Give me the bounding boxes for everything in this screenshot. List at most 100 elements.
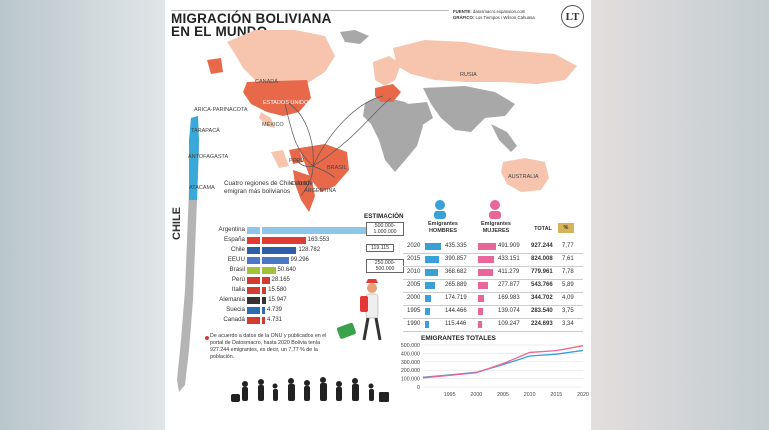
bar-row: Italia 15.580 [205, 285, 405, 295]
logo: LT [561, 5, 584, 28]
x-tick-label: 1995 [444, 392, 456, 398]
line-chart: 500.000 400.000 300.000 200.000 100.000 0 1995… [401, 343, 589, 398]
men-value: 265.889 [445, 282, 467, 288]
y-tick-label: 300.000 [401, 360, 420, 366]
chile-regions-highlight [189, 116, 199, 200]
bar-category-label: EEUU [227, 256, 245, 263]
background-right [591, 0, 769, 430]
row-separator [403, 330, 583, 332]
flag-icon [247, 256, 260, 264]
bar [262, 256, 289, 264]
bar [262, 306, 265, 314]
women-bar [478, 320, 482, 328]
table-row: 2010 368.682 411.279 779.961 7,78 [403, 266, 583, 278]
women-value: 433.151 [498, 256, 520, 262]
map-label-rusia: RUSIA [460, 72, 477, 78]
flag-icon [247, 296, 260, 304]
total-value: 344.702 [531, 295, 553, 301]
flag-icon [247, 266, 260, 274]
graphic-value: Los Tiempos / Wilson Cahuasa [475, 15, 535, 20]
pct-value: 5,89 [562, 282, 574, 288]
bar-value-label: 15.947 [268, 297, 287, 303]
bar-value-label: 28.165 [271, 277, 290, 283]
estimation-range-1: 500.000-1.000.000 [366, 222, 404, 236]
women-bar [478, 307, 483, 315]
y-tick-label: 500.000 [401, 343, 420, 349]
estimation-title: ESTIMACIÓN [364, 213, 404, 220]
chile-region-atacama: ATACAMA [189, 185, 215, 191]
bar-value-label: 4.739 [267, 307, 283, 313]
y-tick-label: 400.000 [401, 351, 420, 357]
row-year: 2005 [407, 282, 421, 288]
women-bar [478, 281, 488, 289]
estimation-range-2: 119.115 [366, 244, 394, 252]
bar-row: EEUU 99.296 [205, 255, 405, 265]
title-line-2: EN EL MUNDO [171, 24, 268, 39]
men-value: 368.682 [445, 269, 467, 275]
graphic-label: GRÁFICO: [453, 15, 475, 20]
row-separator [403, 304, 583, 306]
men-bar [425, 268, 439, 276]
table-row: 2015 390.857 433.151 824.008 7,61 [403, 253, 583, 265]
line-chart-title: EMIGRANTES TOTALES [421, 335, 496, 342]
bar [262, 266, 276, 274]
men-value: 435.335 [445, 243, 467, 249]
total-value: 283.540 [531, 308, 553, 314]
map-label-chile: CHILE [291, 181, 308, 187]
chile-region-antofagasta: ANTOFAGASTA [188, 154, 229, 160]
bar [262, 296, 267, 304]
chile-region-tarapaca: TARAPACÁ [191, 128, 220, 134]
men-bar [425, 281, 435, 289]
source-label: FUENTE: [453, 9, 472, 14]
title-rule [171, 10, 449, 11]
women-value: 169.983 [498, 295, 520, 301]
bar-row: Suecia 4.739 [205, 305, 405, 315]
pct-value: 7,77 [562, 243, 574, 249]
row-year: 1995 [407, 308, 421, 314]
row-year: 2010 [407, 269, 421, 275]
col-women: Emigrantes MUJERES [481, 221, 511, 234]
flag-icon [247, 306, 260, 314]
bar-category-label: Argentina [218, 226, 246, 233]
flag-icon [247, 316, 260, 324]
women-value: 139.074 [498, 308, 520, 314]
chile-region-arica: ARICA-PARINACOTA [194, 107, 248, 113]
men-value: 174.719 [445, 295, 467, 301]
bar [262, 246, 297, 254]
men-bar [425, 294, 432, 302]
pct-value: 4,09 [562, 295, 574, 301]
y-tick-label: 100.000 [401, 377, 420, 383]
bar-row: Perú 28.165 [205, 275, 405, 285]
y-tick-label: 0 [417, 385, 420, 391]
bar [262, 316, 265, 324]
row-year: 2015 [407, 256, 421, 262]
migration-arrows [282, 95, 392, 197]
map-label-eeuu: ESTADOS UNIDOS [263, 100, 312, 106]
table-row: 2005 265.889 277.877 543.766 5,89 [403, 279, 583, 291]
y-tick-label: 200.000 [401, 368, 420, 374]
col-men: Emigrantes HOMBRES [428, 221, 458, 234]
credits: FUENTE: datosmacro.expansion.com GRÁFICO… [453, 9, 535, 21]
flag-icon [247, 226, 260, 234]
bar-category-label: Alemania [219, 296, 245, 303]
table-row: 1990 115.446 109.247 224.693 3,34 [403, 318, 583, 330]
row-year: 1990 [407, 321, 421, 327]
men-bar [425, 242, 441, 250]
men-bar [425, 320, 430, 328]
total-value: 927.244 [531, 243, 553, 249]
women-value: 411.279 [498, 269, 520, 275]
note-text: De acuerdo a datos de la ONU y publicado… [210, 333, 327, 360]
pct-value: 7,78 [562, 269, 574, 275]
women-bar [478, 242, 496, 250]
bar-category-label: Chile [230, 246, 245, 253]
total-value: 824.008 [531, 256, 553, 262]
bar-value-label: 15.580 [268, 287, 287, 293]
x-tick-label: 2005 [497, 392, 509, 398]
row-year: 2020 [407, 243, 421, 249]
men-value: 115.446 [445, 321, 467, 327]
table-row: 1995 144.466 139.074 283.540 3,75 [403, 305, 583, 317]
bar-value-label: 50.640 [277, 267, 296, 273]
x-tick-label: 2010 [524, 392, 536, 398]
bar-category-label: Suecia [226, 306, 245, 313]
x-tick-label: 2020 [577, 392, 589, 398]
